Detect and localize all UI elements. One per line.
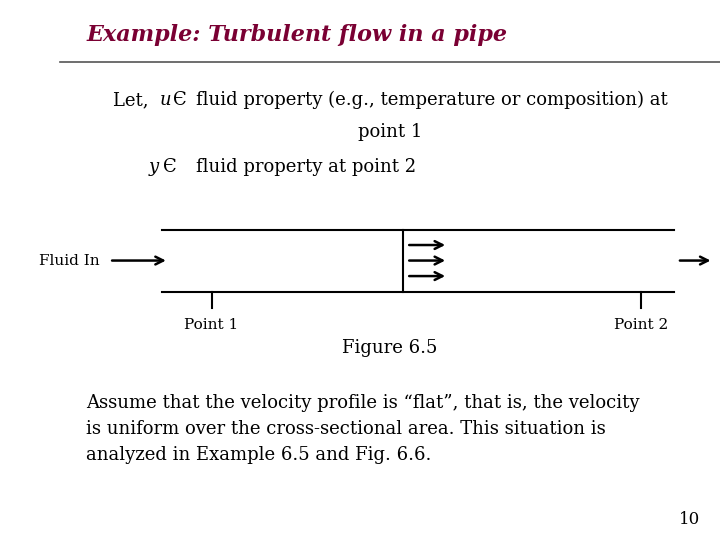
Text: Point 2: Point 2 <box>613 318 668 332</box>
Text: Point 1: Point 1 <box>184 318 239 332</box>
Text: Assume that the velocity profile is “flat”, that is, the velocity
is uniform ove: Assume that the velocity profile is “fla… <box>86 394 639 464</box>
Text: Let,: Let, <box>112 91 154 109</box>
Text: Є: Є <box>163 158 177 177</box>
Text: Figure 6.5: Figure 6.5 <box>342 339 438 357</box>
Text: Є: Є <box>174 91 187 109</box>
Text: point 1: point 1 <box>358 123 422 141</box>
Text: u: u <box>160 91 172 109</box>
Text: 10: 10 <box>679 511 700 528</box>
Text: fluid property at point 2: fluid property at point 2 <box>197 158 417 177</box>
Text: Chapter 6: Chapter 6 <box>18 208 44 354</box>
Text: y: y <box>149 158 159 177</box>
Text: Fluid In: Fluid In <box>39 254 99 267</box>
Text: fluid property (e.g., temperature or composition) at: fluid property (e.g., temperature or com… <box>197 91 668 109</box>
Text: Example: Turbulent flow in a pipe: Example: Turbulent flow in a pipe <box>86 24 507 46</box>
